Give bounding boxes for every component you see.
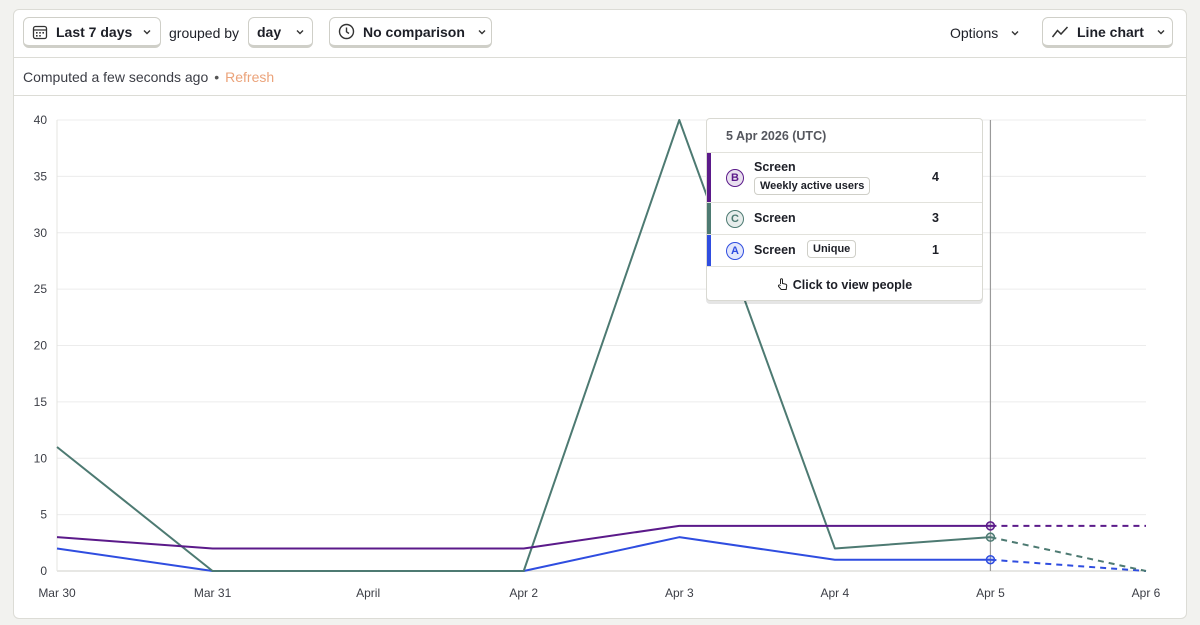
hover-point <box>985 521 996 531</box>
calendar-icon <box>32 23 48 41</box>
chevron-down-icon <box>295 27 305 37</box>
series-line-incomplete <box>990 558 1147 572</box>
interval-select[interactable]: day <box>248 17 313 48</box>
hover-point <box>985 554 996 565</box>
options-label: Options <box>950 24 999 41</box>
date-range-label: Last 7 days <box>56 23 133 40</box>
y-tick-label: 25 <box>34 282 48 296</box>
toolbar: Last 7 days grouped by day No comparison… <box>14 10 1186 58</box>
y-tick-label: 5 <box>40 508 47 522</box>
series-badge: B <box>726 169 744 187</box>
y-tick-label: 35 <box>34 169 48 183</box>
tooltip-row: B Screen Weekly active users 4 <box>707 153 982 203</box>
series-tag: Unique <box>807 240 857 258</box>
comparison-label: No comparison <box>363 23 465 40</box>
series-color-bar <box>707 153 711 202</box>
series-value: 4 <box>932 170 939 184</box>
x-tick-label: Apr 3 <box>665 586 694 600</box>
status-bar: Computed a few seconds ago • Refresh <box>14 58 1186 96</box>
interval-label: day <box>257 23 282 40</box>
refresh-link[interactable]: Refresh <box>225 68 275 85</box>
hover-point <box>985 532 996 542</box>
y-tick-label: 15 <box>34 395 48 409</box>
y-tick-label: 0 <box>40 564 47 578</box>
tooltip-row: C Screen 3 <box>707 203 982 235</box>
series-value: 3 <box>932 211 939 225</box>
grouped-by-label: grouped by <box>169 24 240 41</box>
y-tick-label: 20 <box>34 339 48 353</box>
chevron-down-icon <box>1156 27 1166 37</box>
series-color-bar <box>707 235 711 266</box>
y-tick-label: 30 <box>34 226 48 240</box>
separator-dot: • <box>214 68 220 85</box>
chart-tooltip: 5 Apr 2026 (UTC) B Screen Weekly active … <box>706 118 983 301</box>
pointer-hand-icon <box>777 278 788 291</box>
computed-text: Computed a few seconds ago <box>23 68 209 85</box>
series-badge: C <box>726 210 744 228</box>
x-tick-label: Apr 2 <box>509 586 538 600</box>
chart-type-button[interactable]: Line chart <box>1042 17 1173 48</box>
options-button[interactable]: Options <box>950 17 1020 48</box>
x-tick-label: Apr 6 <box>1132 586 1161 600</box>
series-name: Screen <box>754 243 796 257</box>
x-tick-label: Mar 30 <box>38 586 76 600</box>
series-value: 1 <box>932 243 939 257</box>
chart-type-label: Line chart <box>1077 23 1144 40</box>
x-tick-label: April <box>356 586 380 600</box>
comparison-button[interactable]: No comparison <box>329 17 492 48</box>
x-tick-label: Apr 5 <box>976 586 1005 600</box>
series-line <box>56 119 991 572</box>
tooltip-date: 5 Apr 2026 (UTC) <box>707 119 982 153</box>
series-color-bar <box>707 203 711 234</box>
view-people-label: Click to view people <box>792 277 913 292</box>
x-tick-label: Apr 4 <box>821 586 850 600</box>
clock-icon <box>338 23 355 41</box>
chevron-down-icon <box>142 27 152 37</box>
series-tag: Weekly active users <box>754 177 871 195</box>
line-chart-icon <box>1051 23 1069 41</box>
series-badge: A <box>726 242 744 260</box>
series-name: Screen <box>754 211 796 225</box>
view-people-button[interactable]: Click to view people <box>707 267 982 302</box>
chevron-down-icon <box>477 27 487 37</box>
tooltip-row: A Screen Unique 1 <box>707 235 982 267</box>
series-line-incomplete <box>990 536 1147 572</box>
series-name: Screen <box>754 160 796 174</box>
chevron-down-icon <box>1010 28 1020 38</box>
date-range-button[interactable]: Last 7 days <box>23 17 161 48</box>
y-tick-label: 40 <box>34 113 48 127</box>
series-line <box>56 524 991 550</box>
y-tick-label: 10 <box>34 451 48 465</box>
x-tick-label: Mar 31 <box>194 586 232 600</box>
insight-card: Last 7 days grouped by day No comparison… <box>13 9 1187 619</box>
series-line <box>56 536 991 572</box>
